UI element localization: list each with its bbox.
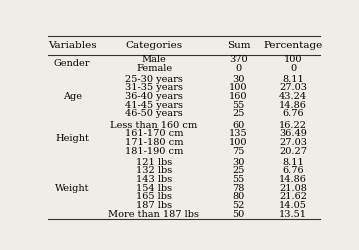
Text: 50: 50 — [232, 210, 244, 219]
Text: 55: 55 — [232, 175, 244, 184]
Text: 55: 55 — [232, 101, 244, 110]
Text: Sum: Sum — [227, 41, 250, 50]
Text: 135: 135 — [229, 129, 248, 138]
Text: 100: 100 — [229, 84, 248, 92]
Text: 143 lbs: 143 lbs — [136, 175, 172, 184]
Text: 171-180 cm: 171-180 cm — [125, 138, 183, 147]
Text: Female: Female — [136, 64, 172, 72]
Text: Categories: Categories — [125, 41, 183, 50]
Text: 161-170 cm: 161-170 cm — [125, 129, 183, 138]
Text: Percentage: Percentage — [264, 41, 323, 50]
Text: 27.03: 27.03 — [279, 84, 307, 92]
Text: 100: 100 — [229, 138, 248, 147]
Text: 187 lbs: 187 lbs — [136, 201, 172, 210]
Text: 25: 25 — [232, 166, 245, 175]
Text: 0: 0 — [290, 64, 296, 72]
Text: 78: 78 — [232, 184, 245, 193]
Text: 21.08: 21.08 — [279, 184, 307, 193]
Text: 80: 80 — [232, 192, 244, 202]
Text: 160: 160 — [229, 92, 248, 101]
Text: 36-40 years: 36-40 years — [125, 92, 183, 101]
Text: Height: Height — [55, 134, 89, 142]
Text: 6.76: 6.76 — [282, 166, 304, 175]
Text: Less than 160 cm: Less than 160 cm — [110, 120, 197, 130]
Text: 30: 30 — [232, 75, 245, 84]
Text: Weight: Weight — [55, 184, 89, 193]
Text: 31-35 years: 31-35 years — [125, 84, 183, 92]
Text: Age: Age — [63, 92, 82, 101]
Text: 165 lbs: 165 lbs — [136, 192, 172, 202]
Text: 13.51: 13.51 — [279, 210, 307, 219]
Text: 8.11: 8.11 — [282, 75, 304, 84]
Text: 154 lbs: 154 lbs — [136, 184, 172, 193]
Text: More than 187 lbs: More than 187 lbs — [108, 210, 200, 219]
Text: Variables: Variables — [48, 41, 97, 50]
Text: 43.24: 43.24 — [279, 92, 307, 101]
Text: 181-190 cm: 181-190 cm — [125, 146, 183, 156]
Text: 75: 75 — [232, 146, 245, 156]
Text: 14.05: 14.05 — [279, 201, 307, 210]
Text: 25: 25 — [232, 110, 245, 118]
Text: 36.49: 36.49 — [279, 129, 307, 138]
Text: 52: 52 — [232, 201, 245, 210]
Text: 20.27: 20.27 — [279, 146, 307, 156]
Text: 21.62: 21.62 — [279, 192, 307, 202]
Text: 100: 100 — [284, 55, 302, 64]
Text: 30: 30 — [232, 158, 245, 167]
Text: 27.03: 27.03 — [279, 138, 307, 147]
Text: 0: 0 — [236, 64, 242, 72]
Text: 60: 60 — [232, 120, 244, 130]
Text: 8.11: 8.11 — [282, 158, 304, 167]
Text: 14.86: 14.86 — [279, 175, 307, 184]
Text: 14.86: 14.86 — [279, 101, 307, 110]
Text: 121 lbs: 121 lbs — [136, 158, 172, 167]
Text: 6.76: 6.76 — [282, 110, 304, 118]
Text: 46-50 years: 46-50 years — [125, 110, 183, 118]
Text: Male: Male — [141, 55, 166, 64]
Text: Gender: Gender — [54, 59, 90, 68]
Text: 41-45 years: 41-45 years — [125, 101, 183, 110]
Text: 132 lbs: 132 lbs — [136, 166, 172, 175]
Text: 16.22: 16.22 — [279, 120, 307, 130]
Text: 25-30 years: 25-30 years — [125, 75, 183, 84]
Text: 370: 370 — [229, 55, 248, 64]
